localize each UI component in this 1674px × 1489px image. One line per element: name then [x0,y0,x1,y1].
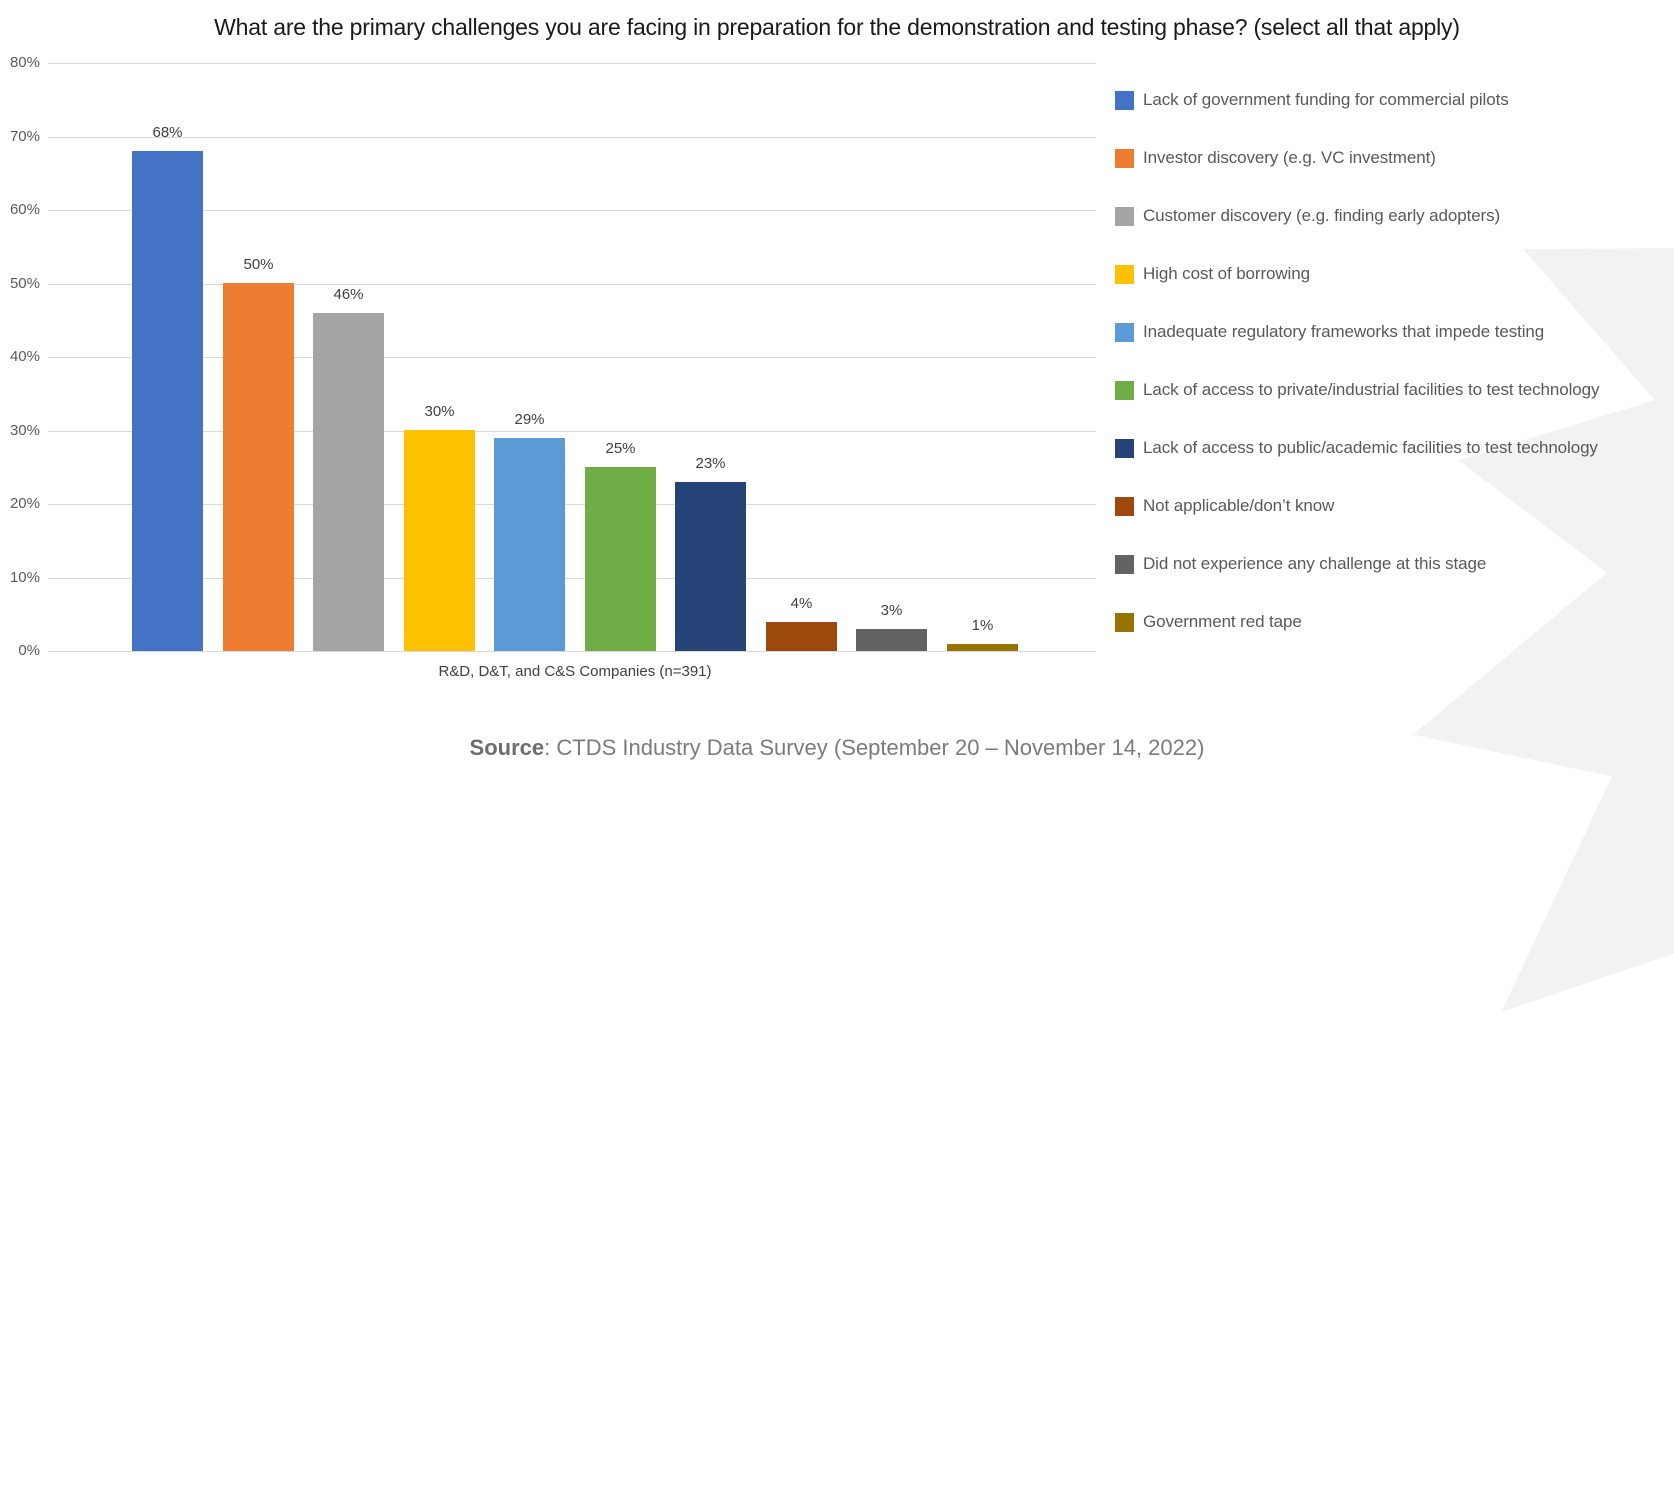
bar-5 [494,438,565,651]
legend-item-8: Not applicable/don’t know [1115,477,1599,535]
chart-title: What are the primary challenges you are … [214,14,1460,40]
y-tick-label: 50% [9,275,40,292]
legend-swatch-icon [1115,206,1134,226]
legend-item-2: Investor discovery (e.g. VC investment) [1115,129,1599,187]
bar-value-label: 3% [880,602,903,619]
bar-value-label: 29% [514,411,545,428]
legend-item-label: Lack of access to public/academic facili… [1143,438,1598,457]
legend-swatch-icon [1115,612,1134,632]
bar-9 [856,629,927,651]
legend-item-5: Inadequate regulatory frameworks that im… [1115,303,1599,361]
gridline-10% [48,578,1096,579]
legend-item-label: Did not experience any challenge at this… [1143,554,1487,573]
gridline-70% [48,137,1096,138]
legend-item-label: Not applicable/don’t know [1143,496,1335,515]
y-tick-label: 20% [9,495,40,512]
bar-1 [132,151,203,651]
y-tick-label: 60% [9,201,40,218]
source-text: : CTDS Industry Data Survey (September 2… [544,735,1205,760]
y-tick-label: 30% [9,422,40,439]
legend-swatch-icon [1115,148,1134,168]
legend-swatch-icon [1115,438,1134,458]
legend-item-10: Government red tape [1115,593,1599,651]
bar-8 [766,622,837,651]
legend-swatch-icon [1115,322,1134,342]
legend-item-4: High cost of borrowing [1115,245,1599,303]
bar-value-label: 25% [605,440,636,457]
x-axis-category-label: R&D, D&T, and C&S Companies (n=391) [438,663,712,680]
bar-value-label: 4% [790,595,813,612]
bar-value-label: 46% [333,286,364,303]
y-tick-label: 0% [18,642,40,659]
legend-item-6: Lack of access to private/industrial fac… [1115,361,1600,419]
source-line: Source: CTDS Industry Data Survey (Septe… [0,735,1674,761]
gridline-60% [48,210,1096,211]
legend: Lack of government funding for commercia… [1115,71,1600,651]
bar-value-label: 30% [424,403,455,420]
bar-7 [675,482,746,651]
gridline-30% [48,431,1096,432]
y-tick-label: 70% [9,128,40,145]
legend-swatch-icon [1115,496,1134,516]
bar-3 [313,313,384,651]
gridline-80% [48,63,1096,64]
legend-item-label: Government red tape [1143,612,1302,631]
source-prefix: Source [469,735,545,760]
gridline-0% [48,651,1096,652]
legend-item-7: Lack of access to public/academic facili… [1115,419,1599,477]
legend-item-label: Customer discovery (e.g. finding early a… [1143,206,1501,225]
legend-item-label: High cost of borrowing [1143,264,1310,283]
legend-item-label: Lack of access to private/industrial fac… [1143,380,1600,399]
legend-item-1: Lack of government funding for commercia… [1115,71,1599,129]
bar-4 [404,430,475,651]
bar-value-label: 50% [243,256,274,273]
y-tick-label: 40% [9,348,40,365]
bar-value-label: 1% [971,617,994,634]
legend-item-label: Inadequate regulatory frameworks that im… [1143,322,1545,341]
y-tick-label: 10% [9,569,40,586]
legend-item-label: Investor discovery (e.g. VC investment) [1143,148,1436,167]
y-tick-label: 80% [9,54,40,71]
gridline-40% [48,357,1096,358]
legend-swatch-icon [1115,554,1134,574]
legend-swatch-icon [1115,90,1134,110]
legend-item-9: Did not experience any challenge at this… [1115,535,1599,593]
bar-10 [947,644,1018,651]
legend-item-label: Lack of government funding for commercia… [1143,90,1509,109]
legend-swatch-icon [1115,264,1134,284]
bar-value-label: 23% [695,455,726,472]
legend-item-3: Customer discovery (e.g. finding early a… [1115,187,1599,245]
bar-value-label: 68% [152,124,183,141]
bar-2 [223,283,294,651]
bar-6 [585,467,656,651]
gridline-20% [48,504,1096,505]
gridline-50% [48,284,1096,285]
legend-swatch-icon [1115,380,1134,400]
